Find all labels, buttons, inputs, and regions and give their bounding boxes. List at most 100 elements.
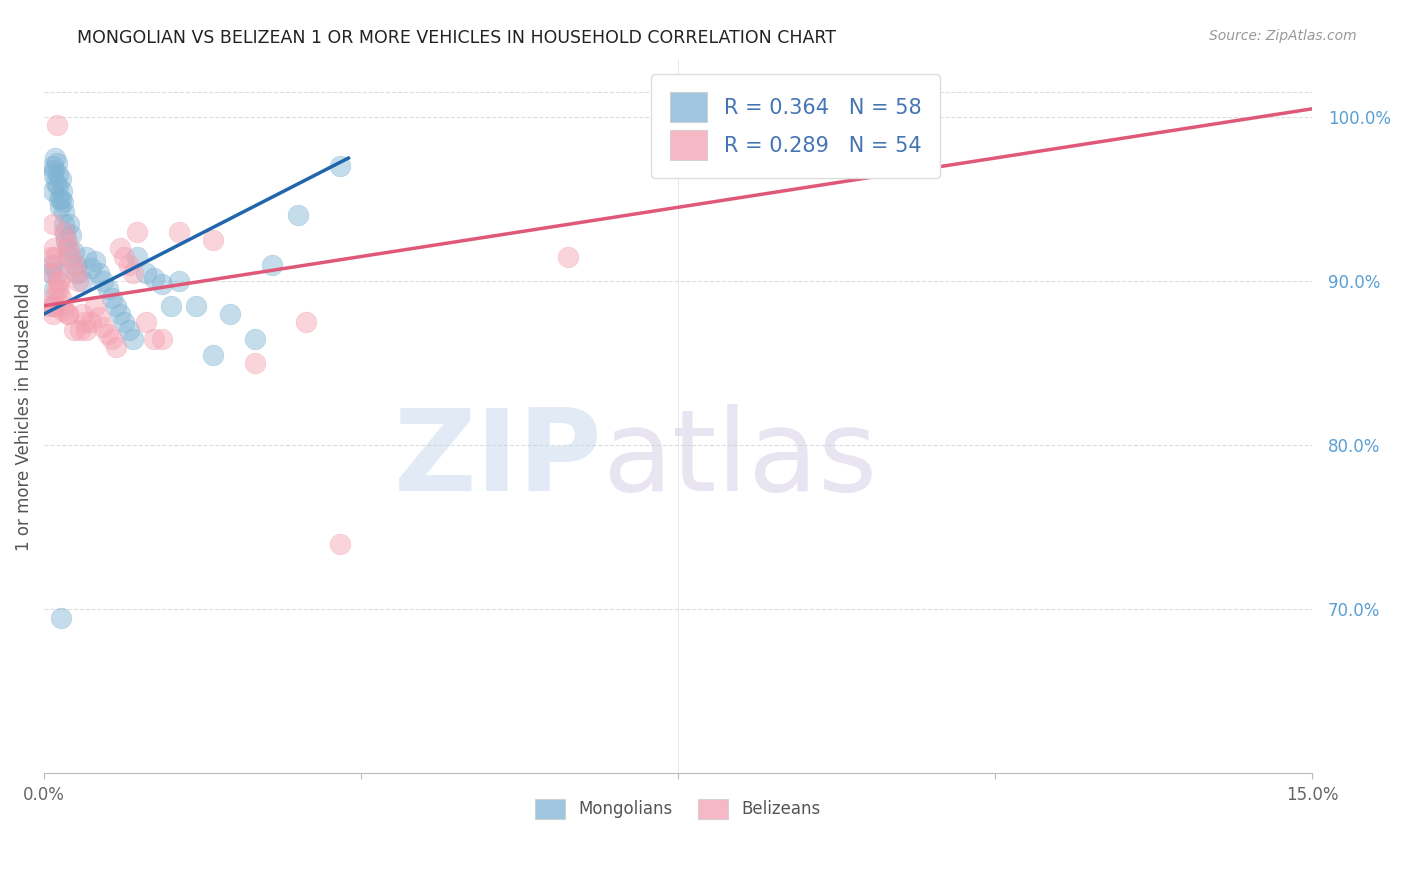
- Point: [49, 291, 72, 305]
- Point: [70, 307, 93, 321]
- Point: [48, 192, 70, 206]
- Point: [245, 332, 267, 346]
- Point: [49, 192, 72, 206]
- Point: [56, 307, 79, 321]
- Point: [245, 356, 267, 370]
- Point: [73, 315, 96, 329]
- Point: [152, 277, 174, 292]
- Point: [152, 332, 174, 346]
- Point: [160, 299, 183, 313]
- Point: [295, 315, 318, 329]
- Point: [65, 258, 87, 272]
- Point: [45, 258, 67, 272]
- Point: [55, 233, 77, 247]
- Point: [127, 225, 149, 239]
- Point: [45, 156, 67, 170]
- Point: [202, 348, 225, 362]
- Point: [44, 250, 66, 264]
- Point: [96, 282, 118, 296]
- Point: [53, 217, 76, 231]
- Text: Source: ZipAtlas.com: Source: ZipAtlas.com: [1209, 29, 1357, 43]
- Point: [62, 244, 84, 259]
- Point: [52, 205, 75, 219]
- Point: [41, 299, 63, 313]
- Point: [62, 258, 84, 272]
- Point: [53, 225, 76, 239]
- Point: [83, 299, 105, 313]
- Point: [121, 332, 143, 346]
- Point: [135, 266, 157, 280]
- Point: [104, 299, 127, 313]
- Text: ZIP: ZIP: [394, 404, 602, 515]
- Point: [219, 307, 242, 321]
- Point: [66, 274, 89, 288]
- Point: [169, 225, 191, 239]
- Point: [38, 299, 60, 313]
- Point: [117, 258, 139, 272]
- Point: [49, 172, 72, 186]
- Point: [87, 266, 110, 280]
- Point: [143, 332, 166, 346]
- Point: [60, 228, 83, 243]
- Point: [42, 217, 65, 231]
- Point: [65, 266, 87, 280]
- Point: [45, 266, 67, 280]
- Point: [262, 258, 284, 272]
- Point: [41, 168, 63, 182]
- Point: [46, 168, 69, 182]
- Point: [675, 127, 697, 141]
- Point: [70, 274, 93, 288]
- Point: [49, 200, 72, 214]
- Point: [45, 176, 67, 190]
- Point: [44, 151, 66, 165]
- Point: [329, 159, 352, 173]
- Point: [287, 209, 309, 223]
- Point: [87, 310, 110, 325]
- Point: [83, 254, 105, 268]
- Point: [100, 332, 122, 346]
- Point: [108, 241, 131, 255]
- Point: [41, 266, 63, 280]
- Point: [135, 315, 157, 329]
- Point: [56, 307, 79, 321]
- Point: [42, 159, 65, 173]
- Point: [121, 266, 143, 280]
- Point: [79, 315, 101, 329]
- Point: [96, 326, 118, 341]
- Point: [169, 274, 191, 288]
- Point: [75, 323, 97, 337]
- Point: [62, 323, 84, 337]
- Point: [56, 250, 79, 264]
- Y-axis label: 1 or more Vehicles in Household: 1 or more Vehicles in Household: [15, 283, 32, 550]
- Point: [39, 266, 62, 280]
- Point: [186, 299, 208, 313]
- Point: [108, 307, 131, 321]
- Point: [49, 610, 72, 624]
- Point: [557, 250, 579, 264]
- Point: [69, 323, 91, 337]
- Point: [48, 282, 70, 296]
- Point: [48, 178, 70, 193]
- Point: [329, 537, 352, 551]
- Point: [45, 118, 67, 132]
- Point: [100, 291, 122, 305]
- Point: [104, 340, 127, 354]
- Point: [41, 291, 63, 305]
- Point: [39, 250, 62, 264]
- Point: [51, 184, 73, 198]
- Point: [202, 233, 225, 247]
- Point: [55, 233, 77, 247]
- Point: [48, 274, 70, 288]
- Point: [52, 303, 75, 318]
- Point: [41, 258, 63, 272]
- Point: [112, 250, 135, 264]
- Point: [44, 241, 66, 255]
- Point: [45, 282, 67, 296]
- Point: [58, 241, 80, 255]
- Point: [91, 274, 114, 288]
- Legend: Mongolians, Belizeans: Mongolians, Belizeans: [529, 792, 827, 826]
- Point: [44, 299, 66, 313]
- Point: [52, 299, 75, 313]
- Text: atlas: atlas: [602, 404, 877, 515]
- Point: [75, 250, 97, 264]
